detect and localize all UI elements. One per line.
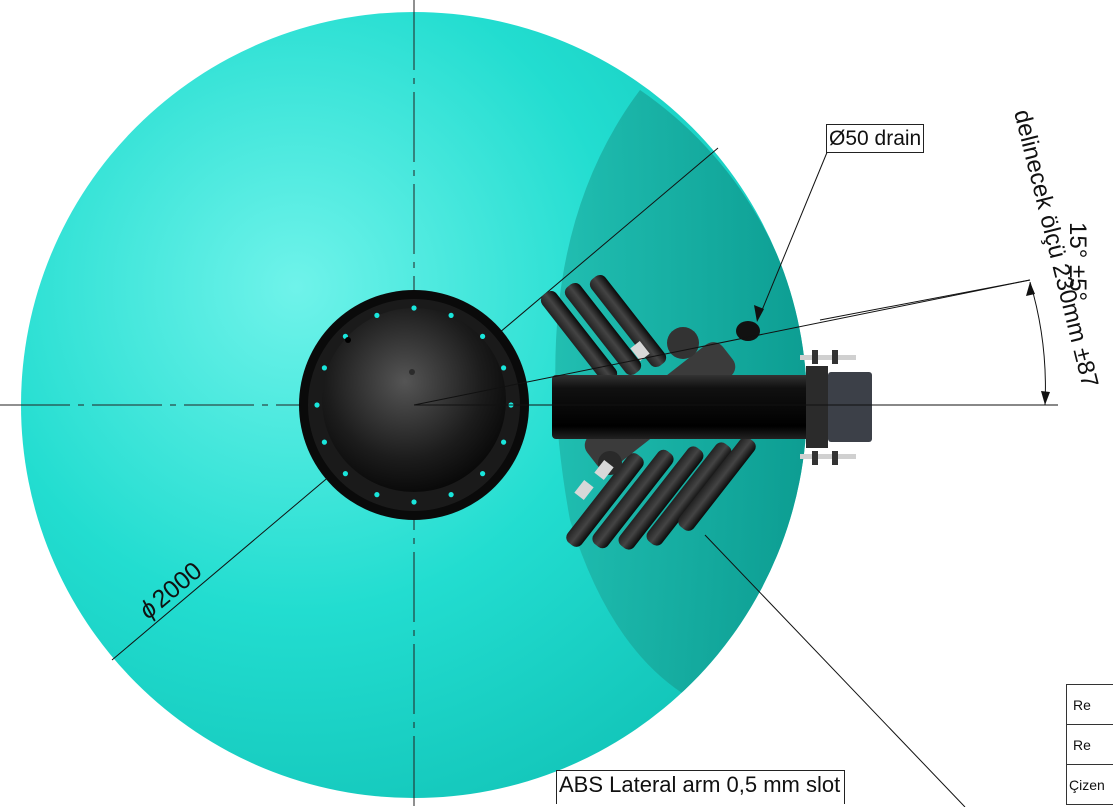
bolt-hole: [501, 365, 507, 371]
bolt-hole: [448, 492, 454, 498]
bolt-hole: [321, 365, 327, 371]
dome-cap: [322, 308, 506, 492]
pipe-end-cap: [828, 372, 872, 442]
arc-arrow-top: [1026, 282, 1035, 296]
leader-lines: [413, 149, 1058, 807]
drain-arrow-head: [754, 305, 764, 322]
bolt-hole: [480, 471, 486, 477]
bolt-hole: [501, 439, 507, 445]
angle-dimension-arc: [1029, 281, 1046, 406]
bolt-hole: [411, 305, 417, 311]
bolt-hole: [321, 439, 327, 445]
title-block-row: Re: [1067, 685, 1113, 725]
bolt-hole: [374, 492, 380, 498]
title-block-row: Re: [1067, 725, 1113, 765]
angle-dimension-text: 15° ±5°: [1064, 222, 1091, 301]
drain-callout: Ø50 drain: [826, 124, 925, 153]
bolt-hole: [314, 402, 320, 408]
lateral-arms: [540, 274, 756, 550]
bolt-hole: [342, 471, 348, 477]
title-block-cell: Re: [1073, 736, 1091, 753]
outlet-pipe: [552, 375, 810, 439]
title-block: Re Re Çizen: [1066, 684, 1113, 805]
flange-bolts: [800, 350, 856, 465]
title-block-cell: Çizen: [1069, 776, 1105, 793]
bolt-hole: [448, 312, 454, 318]
title-block-row: Çizen: [1067, 765, 1113, 805]
bolt-hole: [411, 499, 417, 505]
bolt-hole: [480, 333, 486, 339]
bolt-hole: [374, 312, 380, 318]
flange-bolt-holes: [314, 305, 514, 505]
arc-arrow-bottom: [1041, 391, 1050, 405]
lateral-arm-callout: ABS Lateral arm 0,5 mm slot: [556, 770, 846, 804]
title-block-cell: Re: [1073, 696, 1091, 713]
drain-nozzle: [736, 321, 760, 341]
pipe-flange-ring: [806, 366, 828, 448]
